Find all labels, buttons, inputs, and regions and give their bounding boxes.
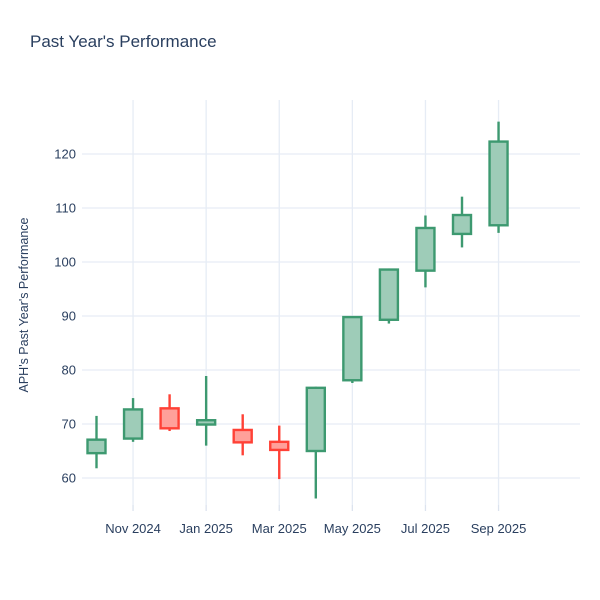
- y-tick-label: 110: [55, 201, 76, 216]
- chart-title: Past Year's Performance: [30, 32, 217, 51]
- candle-body: [195, 419, 217, 426]
- candle-body: [488, 140, 509, 227]
- y-tick-label: 100: [54, 255, 76, 270]
- candle-jul-2025: [415, 215, 436, 288]
- candle-may-2025: [342, 315, 363, 383]
- x-tick-label: Jul 2025: [401, 521, 450, 536]
- candle-body: [305, 386, 326, 453]
- candle-oct-2024: [86, 415, 107, 469]
- x-tick-label: Mar 2025: [252, 521, 307, 536]
- y-tick-label: 120: [54, 147, 76, 162]
- x-tick-label: Nov 2024: [105, 521, 161, 536]
- y-tick-label: 70: [62, 417, 76, 432]
- y-tick-label: 90: [62, 309, 76, 324]
- candle-dec-2024: [159, 394, 180, 432]
- candle-aug-2025: [451, 196, 473, 248]
- candle-feb-2025: [232, 414, 253, 456]
- candle-body: [342, 315, 363, 382]
- x-tick-label: Sep 2025: [471, 521, 527, 536]
- y-tick-label: 80: [62, 363, 76, 378]
- candle-body: [122, 408, 144, 440]
- candle-mar-2025: [269, 425, 290, 480]
- candle-sep-2025: [488, 121, 509, 233]
- candle-body: [159, 407, 180, 430]
- candle-body: [451, 213, 473, 236]
- y-tick-label: 60: [62, 471, 76, 486]
- candle-nov-2024: [122, 398, 144, 442]
- candle-apr-2025: [305, 386, 326, 499]
- x-tick-label: May 2025: [324, 521, 381, 536]
- candle-body: [415, 226, 436, 272]
- candle-body: [269, 440, 290, 452]
- candle-body: [232, 428, 253, 444]
- candle-body: [86, 438, 107, 455]
- candle-body: [378, 268, 400, 321]
- x-tick-label: Jan 2025: [179, 521, 233, 536]
- candle-jun-2025: [378, 268, 400, 324]
- candle-jan-2025: [195, 375, 217, 446]
